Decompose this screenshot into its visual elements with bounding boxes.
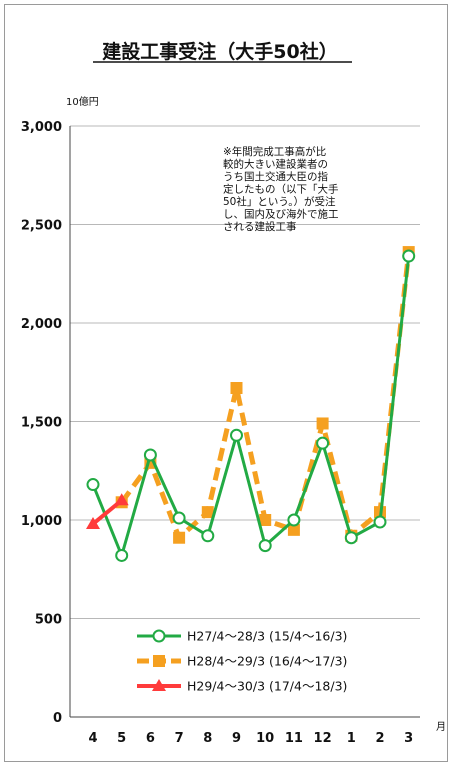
data-point bbox=[402, 249, 416, 263]
y-axis-ticks: 0 500 1,000 1,500 2,000 2,500 3,000 bbox=[21, 120, 62, 726]
data-point bbox=[172, 511, 186, 525]
data-point bbox=[201, 506, 214, 519]
y-tick-label: 0 bbox=[53, 711, 62, 726]
series-group bbox=[86, 246, 416, 562]
y-tick-label: 3,000 bbox=[21, 120, 62, 135]
axes bbox=[69, 126, 420, 718]
data-point bbox=[230, 428, 243, 442]
series-line bbox=[119, 251, 412, 541]
data-point bbox=[316, 436, 330, 450]
note-line: 較的大きい建設業者の bbox=[223, 158, 328, 171]
data-point bbox=[86, 478, 100, 492]
legend-marker-2 bbox=[153, 655, 165, 667]
x-tick-label: 4 bbox=[88, 731, 97, 746]
x-tick-label: 11 bbox=[285, 731, 303, 746]
series-1 bbox=[86, 249, 416, 562]
data-point bbox=[287, 523, 300, 536]
x-tick-label: 12 bbox=[314, 731, 332, 746]
chart-note: ※年間完成工事高が比較的大きい建設業者のうち国土交通大臣の指定したもの（以下「大… bbox=[223, 145, 339, 233]
legend-label-3: H29/4～30/3 (17/4～18/3) bbox=[187, 679, 347, 694]
note-line: ※年間完成工事高が比 bbox=[223, 145, 326, 158]
x-tick-label: 10 bbox=[256, 731, 274, 746]
legend: H27/4～28/3 (15/4～16/3) H28/4～29/3 (16/4～1… bbox=[137, 629, 347, 694]
x-tick-label: 3 bbox=[404, 731, 413, 746]
series-2 bbox=[115, 246, 415, 544]
x-tick-label: 9 bbox=[232, 731, 241, 746]
note-line: うち国土交通大臣の指 bbox=[223, 170, 328, 183]
y-tick-label: 1,000 bbox=[21, 514, 62, 529]
y-tick-label: 2,000 bbox=[21, 317, 62, 332]
data-point bbox=[115, 548, 129, 562]
data-point bbox=[258, 539, 272, 553]
data-point bbox=[173, 531, 186, 544]
y-tick-label: 1,500 bbox=[21, 416, 62, 431]
legend-marker-3 bbox=[152, 679, 166, 691]
x-tick-label: 1 bbox=[347, 731, 356, 746]
series-line bbox=[91, 255, 411, 557]
data-point bbox=[143, 448, 157, 462]
chart-title: 建設工事受注（大手50社） bbox=[102, 40, 337, 63]
x-tick-label: 2 bbox=[375, 731, 384, 746]
data-point bbox=[259, 514, 272, 526]
x-tick-label: 7 bbox=[175, 731, 184, 746]
x-tick-label: 6 bbox=[146, 731, 155, 746]
note-line: し、国内及び海外で施工 bbox=[223, 208, 339, 221]
y-tick-label: 500 bbox=[35, 613, 62, 628]
data-point bbox=[86, 516, 100, 529]
x-unit-label: 月 bbox=[436, 721, 446, 733]
legend-marker-1 bbox=[152, 629, 166, 643]
y-unit-label: 10億円 bbox=[66, 95, 99, 108]
data-point bbox=[114, 493, 129, 506]
series-3 bbox=[86, 493, 129, 529]
note-line: 50社」という。）が受注 bbox=[223, 195, 336, 208]
data-point bbox=[287, 513, 301, 527]
note-line: 定したもの（以下「大手 bbox=[223, 183, 339, 196]
legend-label-1: H27/4～28/3 (15/4～16/3) bbox=[187, 629, 347, 644]
grid-lines bbox=[70, 125, 420, 619]
chart-frame bbox=[4, 4, 448, 762]
x-tick-label: 5 bbox=[117, 731, 126, 746]
data-point bbox=[316, 417, 329, 430]
data-point bbox=[373, 515, 387, 529]
note-line: される建設工事 bbox=[223, 220, 297, 233]
data-point bbox=[344, 531, 358, 545]
legend-label-2: H28/4～29/3 (16/4～17/3) bbox=[187, 654, 347, 669]
data-point bbox=[201, 529, 215, 543]
x-tick-label: 8 bbox=[203, 731, 212, 746]
y-tick-label: 2,500 bbox=[21, 219, 62, 234]
x-axis-ticks: 4 5 6 7 8 9 10 11 12 1 2 3 bbox=[88, 731, 413, 746]
data-point bbox=[230, 382, 243, 395]
